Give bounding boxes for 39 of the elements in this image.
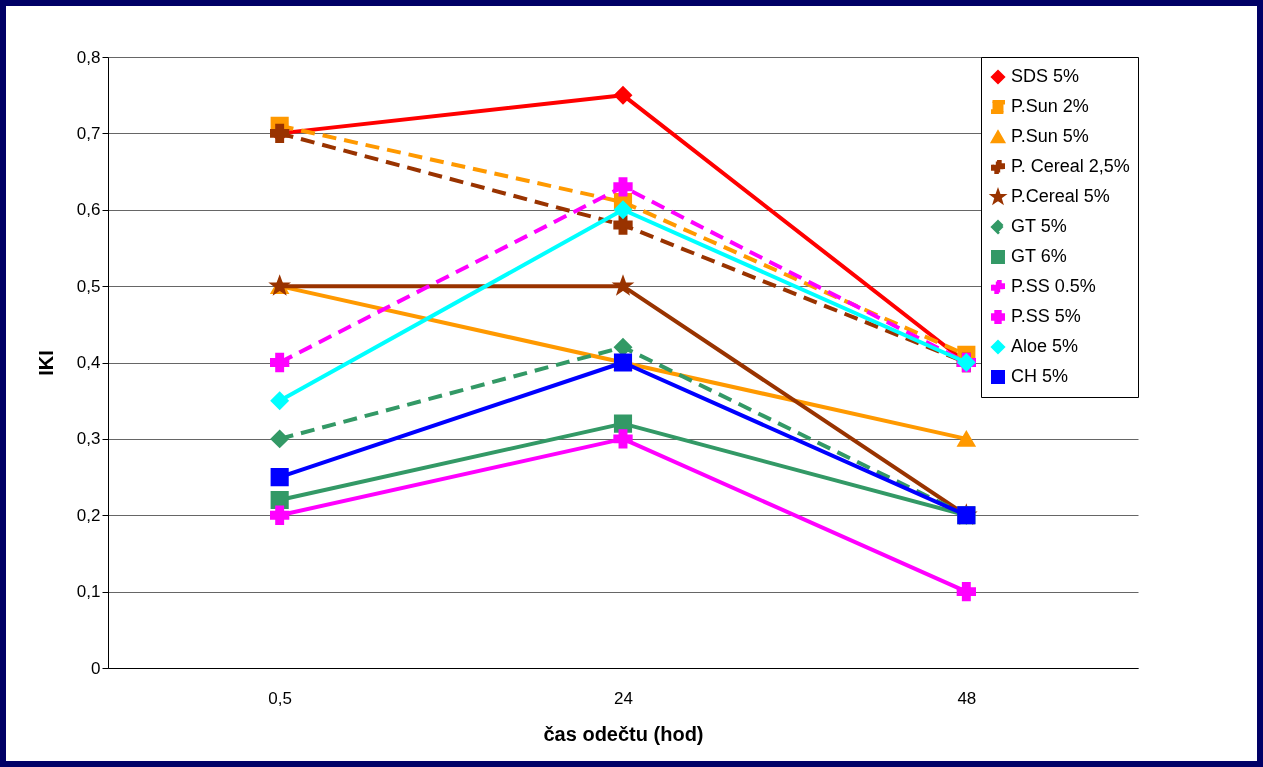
point [270, 490, 289, 510]
x-tick-label: 48 [957, 688, 977, 708]
y-tick-label: 0 [91, 658, 101, 678]
legend-label: P. Cereal 2,5% [1011, 156, 1130, 176]
legend-label: P.SS 0.5% [1011, 276, 1096, 296]
point [613, 177, 633, 197]
y-tick-label: 0,7 [76, 123, 101, 143]
x-tick-label: 24 [614, 688, 633, 708]
point [270, 429, 289, 448]
point [613, 414, 633, 433]
legend-label: GT 5% [1011, 216, 1067, 236]
legend-label: GT 6% [1011, 246, 1067, 266]
point [613, 276, 633, 295]
point [270, 468, 289, 487]
y-tick-label: 0,6 [76, 200, 101, 220]
legend-label: SDS 5% [1011, 66, 1080, 86]
y-tick-label: 0,8 [76, 47, 101, 67]
legend-label: P.Cereal 5% [1011, 186, 1110, 206]
point [613, 429, 633, 449]
legend-label: P.Sun 5% [1011, 126, 1089, 146]
y-tick-label: 0,4 [76, 353, 101, 372]
point [956, 581, 976, 602]
y-tick-label: 0,2 [76, 505, 101, 525]
point [270, 505, 290, 525]
y-tick-label: 0,3 [76, 429, 101, 449]
point [613, 200, 633, 219]
x-tick-label: 0,5 [268, 688, 292, 708]
y-tick-label: 0,1 [76, 582, 101, 602]
legend-label: Aloe 5% [1011, 336, 1079, 356]
x-axis-title: čas odečtu (hod) [543, 722, 704, 745]
point [613, 215, 633, 235]
legend-label: P.SS 5% [1011, 306, 1081, 326]
point [613, 86, 633, 105]
point [270, 391, 289, 410]
y-axis-title: IKI [34, 350, 57, 376]
legend-label: P.Sun 2% [1011, 96, 1089, 116]
point [270, 352, 290, 373]
legend-label: CH 5% [1011, 366, 1069, 386]
y-tick-label: 0,5 [76, 276, 101, 296]
